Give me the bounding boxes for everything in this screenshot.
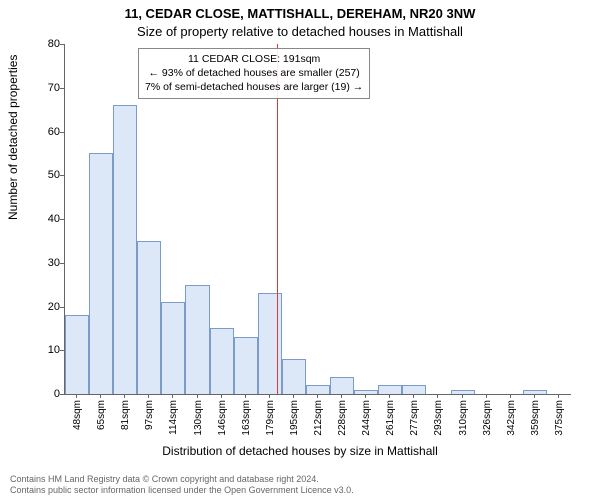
x-tick-label: 130sqm — [193, 400, 204, 436]
histogram-bar — [282, 359, 306, 394]
y-tick-mark — [60, 394, 64, 395]
x-tick-mark — [389, 394, 390, 398]
x-tick-label: 97sqm — [144, 400, 155, 430]
histogram-bar — [330, 377, 354, 395]
x-tick-mark — [413, 394, 414, 398]
histogram-bar — [306, 385, 330, 394]
y-tick-label: 20 — [30, 301, 60, 313]
annotation-line-1: 11 CEDAR CLOSE: 191sqm — [145, 52, 363, 66]
x-tick-label: 81sqm — [120, 400, 131, 430]
title-address: 11, CEDAR CLOSE, MATTISHALL, DEREHAM, NR… — [0, 6, 600, 21]
x-tick-mark — [462, 394, 463, 398]
x-tick-label: 261sqm — [385, 400, 396, 436]
y-tick-mark — [60, 132, 64, 133]
x-tick-mark — [76, 394, 77, 398]
histogram-bar — [137, 241, 161, 394]
x-tick-mark — [510, 394, 511, 398]
annotation-line-2: ← 93% of detached houses are smaller (25… — [145, 66, 363, 80]
x-tick-label: 244sqm — [361, 400, 372, 436]
histogram-bar — [234, 337, 258, 394]
histogram-bar — [258, 293, 282, 394]
x-tick-mark — [558, 394, 559, 398]
x-tick-mark — [486, 394, 487, 398]
histogram-bar — [378, 385, 402, 394]
histogram-bar — [185, 285, 209, 394]
footer-line-1: Contains HM Land Registry data © Crown c… — [10, 474, 354, 485]
histogram-bar — [161, 302, 185, 394]
y-tick-label: 70 — [30, 82, 60, 94]
y-tick-label: 60 — [30, 126, 60, 138]
x-tick-mark — [245, 394, 246, 398]
y-tick-mark — [60, 219, 64, 220]
footer-line-2: Contains public sector information licen… — [10, 485, 354, 496]
histogram-bar — [402, 385, 426, 394]
x-tick-mark — [100, 394, 101, 398]
x-tick-mark — [317, 394, 318, 398]
y-tick-mark — [60, 350, 64, 351]
x-axis-label: Distribution of detached houses by size … — [0, 444, 600, 458]
x-tick-label: 146sqm — [217, 400, 228, 436]
x-tick-label: 342sqm — [506, 400, 517, 436]
annotation-line-3: 7% of semi-detached houses are larger (1… — [145, 80, 363, 94]
y-tick-label: 0 — [30, 388, 60, 400]
footer-attribution: Contains HM Land Registry data © Crown c… — [10, 474, 354, 497]
chart-container: 11, CEDAR CLOSE, MATTISHALL, DEREHAM, NR… — [0, 0, 600, 500]
annotation-box: 11 CEDAR CLOSE: 191sqm← 93% of detached … — [138, 48, 370, 99]
y-tick-mark — [60, 263, 64, 264]
y-tick-label: 80 — [30, 38, 60, 50]
histogram-bar — [89, 153, 113, 394]
histogram-bar — [354, 390, 378, 394]
histogram-bar — [65, 315, 89, 394]
y-tick-mark — [60, 44, 64, 45]
y-tick-label: 40 — [30, 213, 60, 225]
x-tick-mark — [221, 394, 222, 398]
x-tick-label: 228sqm — [337, 400, 348, 436]
histogram-bar — [113, 105, 137, 394]
histogram-bar — [210, 328, 234, 394]
x-tick-label: 293sqm — [433, 400, 444, 436]
x-tick-mark — [124, 394, 125, 398]
x-tick-label: 65sqm — [96, 400, 107, 430]
x-tick-mark — [293, 394, 294, 398]
x-tick-label: 179sqm — [265, 400, 276, 436]
y-tick-mark — [60, 88, 64, 89]
x-tick-label: 114sqm — [168, 400, 179, 435]
x-tick-mark — [341, 394, 342, 398]
y-tick-label: 50 — [30, 169, 60, 181]
x-tick-label: 212sqm — [313, 400, 324, 436]
x-tick-mark — [172, 394, 173, 398]
histogram-bar — [523, 390, 547, 394]
y-axis-label: Number of detached properties — [6, 55, 20, 220]
histogram-bar — [451, 390, 475, 394]
y-tick-mark — [60, 175, 64, 176]
y-tick-mark — [60, 307, 64, 308]
y-tick-label: 30 — [30, 257, 60, 269]
x-tick-label: 277sqm — [409, 400, 420, 436]
x-tick-label: 163sqm — [241, 400, 252, 436]
title-subtitle: Size of property relative to detached ho… — [0, 24, 600, 39]
x-tick-mark — [197, 394, 198, 398]
x-tick-label: 359sqm — [530, 400, 541, 436]
x-tick-mark — [148, 394, 149, 398]
x-tick-label: 375sqm — [554, 400, 565, 436]
y-tick-label: 10 — [30, 344, 60, 356]
x-tick-label: 310sqm — [458, 400, 469, 436]
x-tick-label: 48sqm — [72, 400, 83, 430]
x-tick-mark — [437, 394, 438, 398]
x-tick-mark — [269, 394, 270, 398]
x-tick-label: 195sqm — [289, 400, 300, 436]
x-tick-label: 326sqm — [482, 400, 493, 436]
x-tick-mark — [365, 394, 366, 398]
x-tick-mark — [534, 394, 535, 398]
